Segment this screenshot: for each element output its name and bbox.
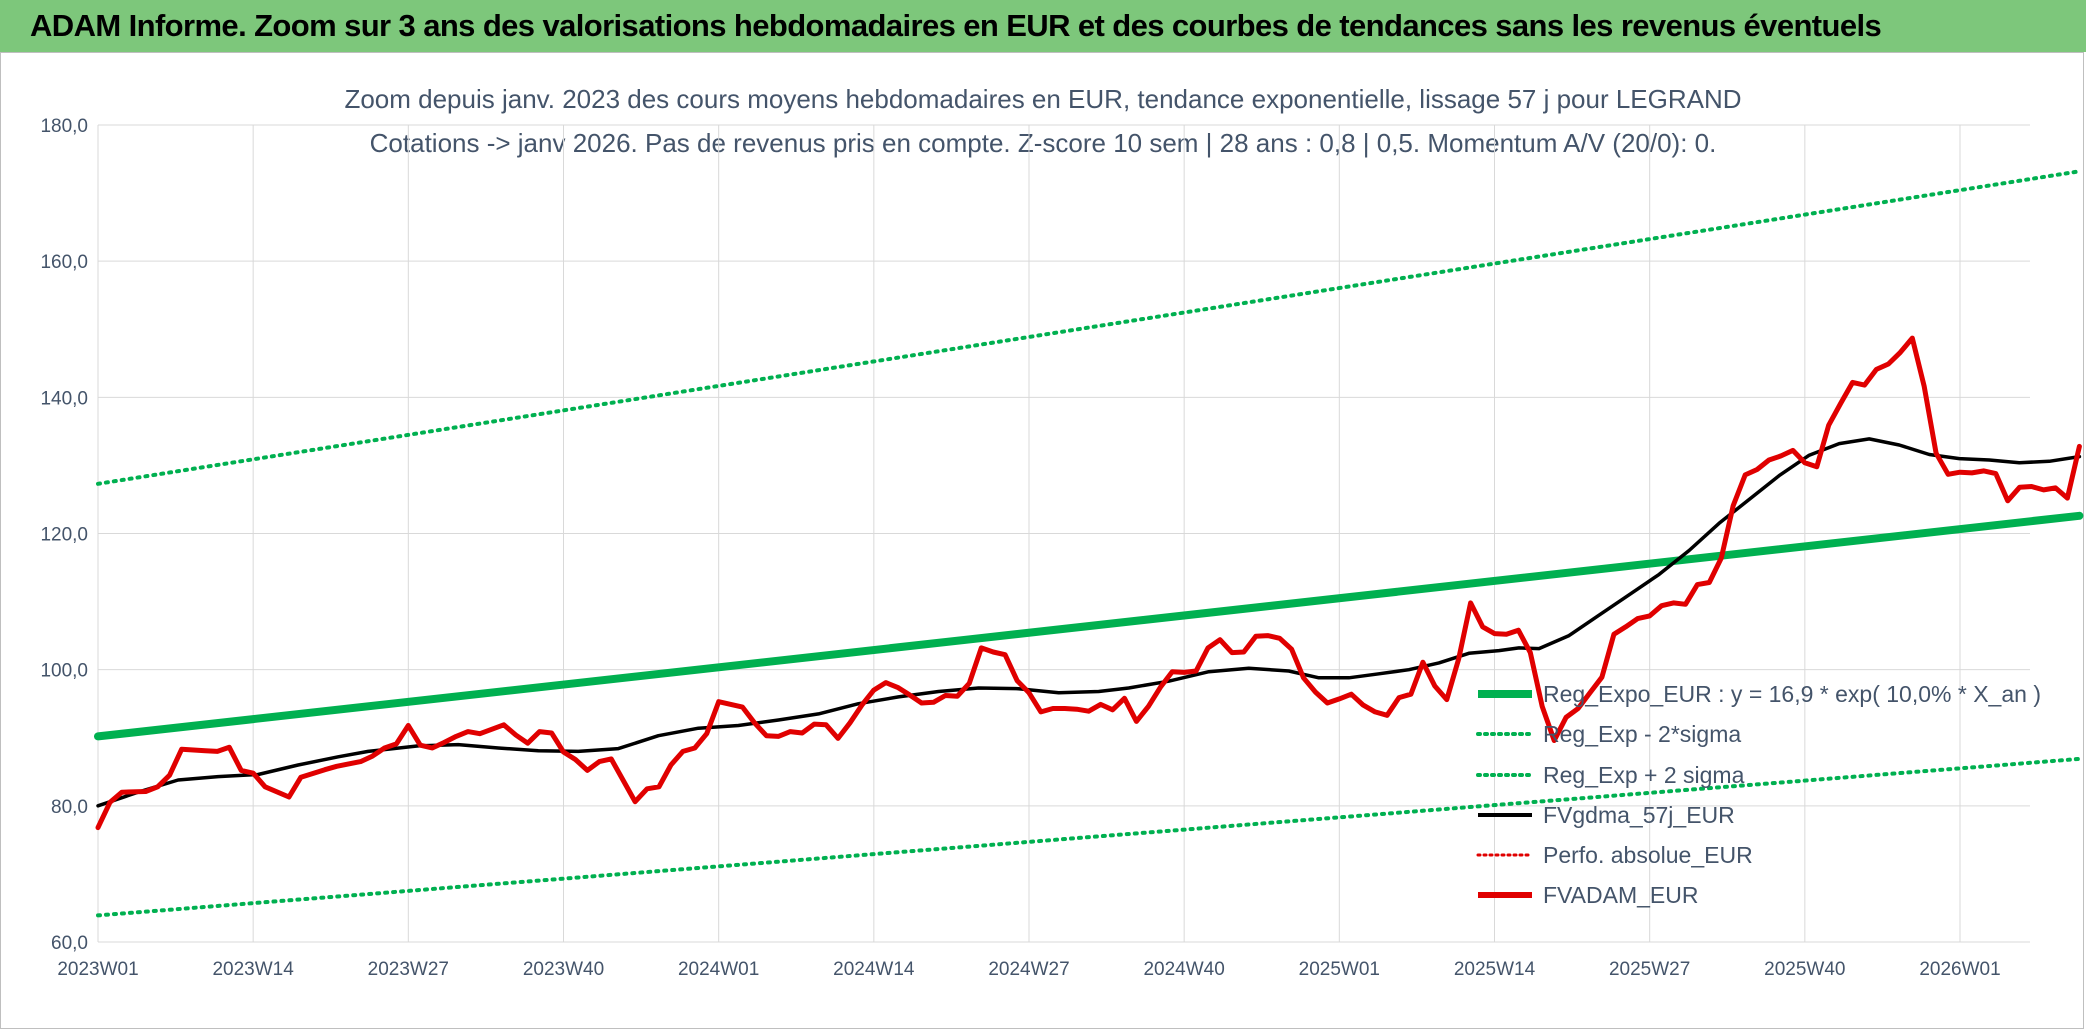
x-tick-label: 2023W14 — [212, 959, 294, 980]
y-tick-label: 60,0 — [51, 933, 88, 954]
y-tick-label: 140,0 — [40, 388, 88, 409]
y-tick-label: 100,0 — [40, 661, 88, 682]
y-tick-label: 180,0 — [40, 116, 88, 137]
legend-label-reg-minus: Reg_Exp - 2*sigma — [1543, 721, 1741, 747]
series-reg-minus-2sigma — [96, 756, 2082, 918]
legend: Reg_Expo_EUR : y = 16,9 * exp( 10,0% * X… — [1476, 681, 2041, 908]
x-tick-label: 2024W27 — [988, 959, 1069, 980]
x-tick-label: 2025W14 — [1454, 959, 1536, 980]
y-tick-label: 80,0 — [51, 797, 88, 818]
series-lines — [94, 169, 2084, 918]
chart-title: Zoom depuis janv. 2023 des cours moyens … — [344, 84, 1741, 114]
x-tick-label: 2026W01 — [1919, 959, 2000, 980]
legend-label-fvadam: FVADAM_EUR — [1543, 882, 1699, 908]
legend-label-perfo: Perfo. absolue_EUR — [1543, 842, 1753, 868]
y-tick-label: 120,0 — [40, 525, 88, 546]
x-tick-label: 2025W40 — [1764, 959, 1845, 980]
legend-label-reg-expo: Reg_Expo_EUR : y = 16,9 * exp( 10,0% * X… — [1543, 681, 2041, 707]
series-fvadam — [95, 335, 2082, 831]
x-tick-label: 2023W01 — [57, 959, 138, 980]
report-title: ADAM Informe. Zoom sur 3 ans des valoris… — [30, 8, 1882, 43]
legend-label-gdma: FVgdma_57j_EUR — [1543, 802, 1735, 828]
x-tick-label: 2025W27 — [1609, 959, 1690, 980]
x-tick-label: 2024W40 — [1143, 959, 1224, 980]
gridlines — [97, 124, 2030, 943]
x-tick-label: 2024W01 — [678, 959, 759, 980]
y-tick-label: 160,0 — [40, 252, 88, 273]
legend-label-reg-plus: Reg_Exp + 2 sigma — [1543, 762, 1745, 788]
x-tick-label: 2024W14 — [833, 959, 915, 980]
chart-subtitle: Cotations -> janv 2026. Pas de revenus p… — [370, 128, 1717, 158]
x-axis-ticks: 2023W01 2023W14 2023W27 2023W40 2024W01 2024W… — [57, 959, 2000, 980]
y-axis-ticks: 60,0 80,0 100,0 120,0 140,0 160,0 180,0 — [40, 116, 88, 954]
series-reg-expo — [94, 511, 2084, 741]
x-tick-label: 2025W01 — [1299, 959, 1380, 980]
report-banner: ADAM Informe. Zoom sur 3 ans des valoris… — [0, 0, 2086, 52]
series-fvgdma-57j — [96, 437, 2082, 808]
series-reg-plus-2sigma — [96, 169, 2082, 486]
x-tick-label: 2023W40 — [523, 959, 604, 980]
chart-frame — [0, 52, 2084, 1029]
x-tick-label: 2023W27 — [368, 959, 449, 980]
